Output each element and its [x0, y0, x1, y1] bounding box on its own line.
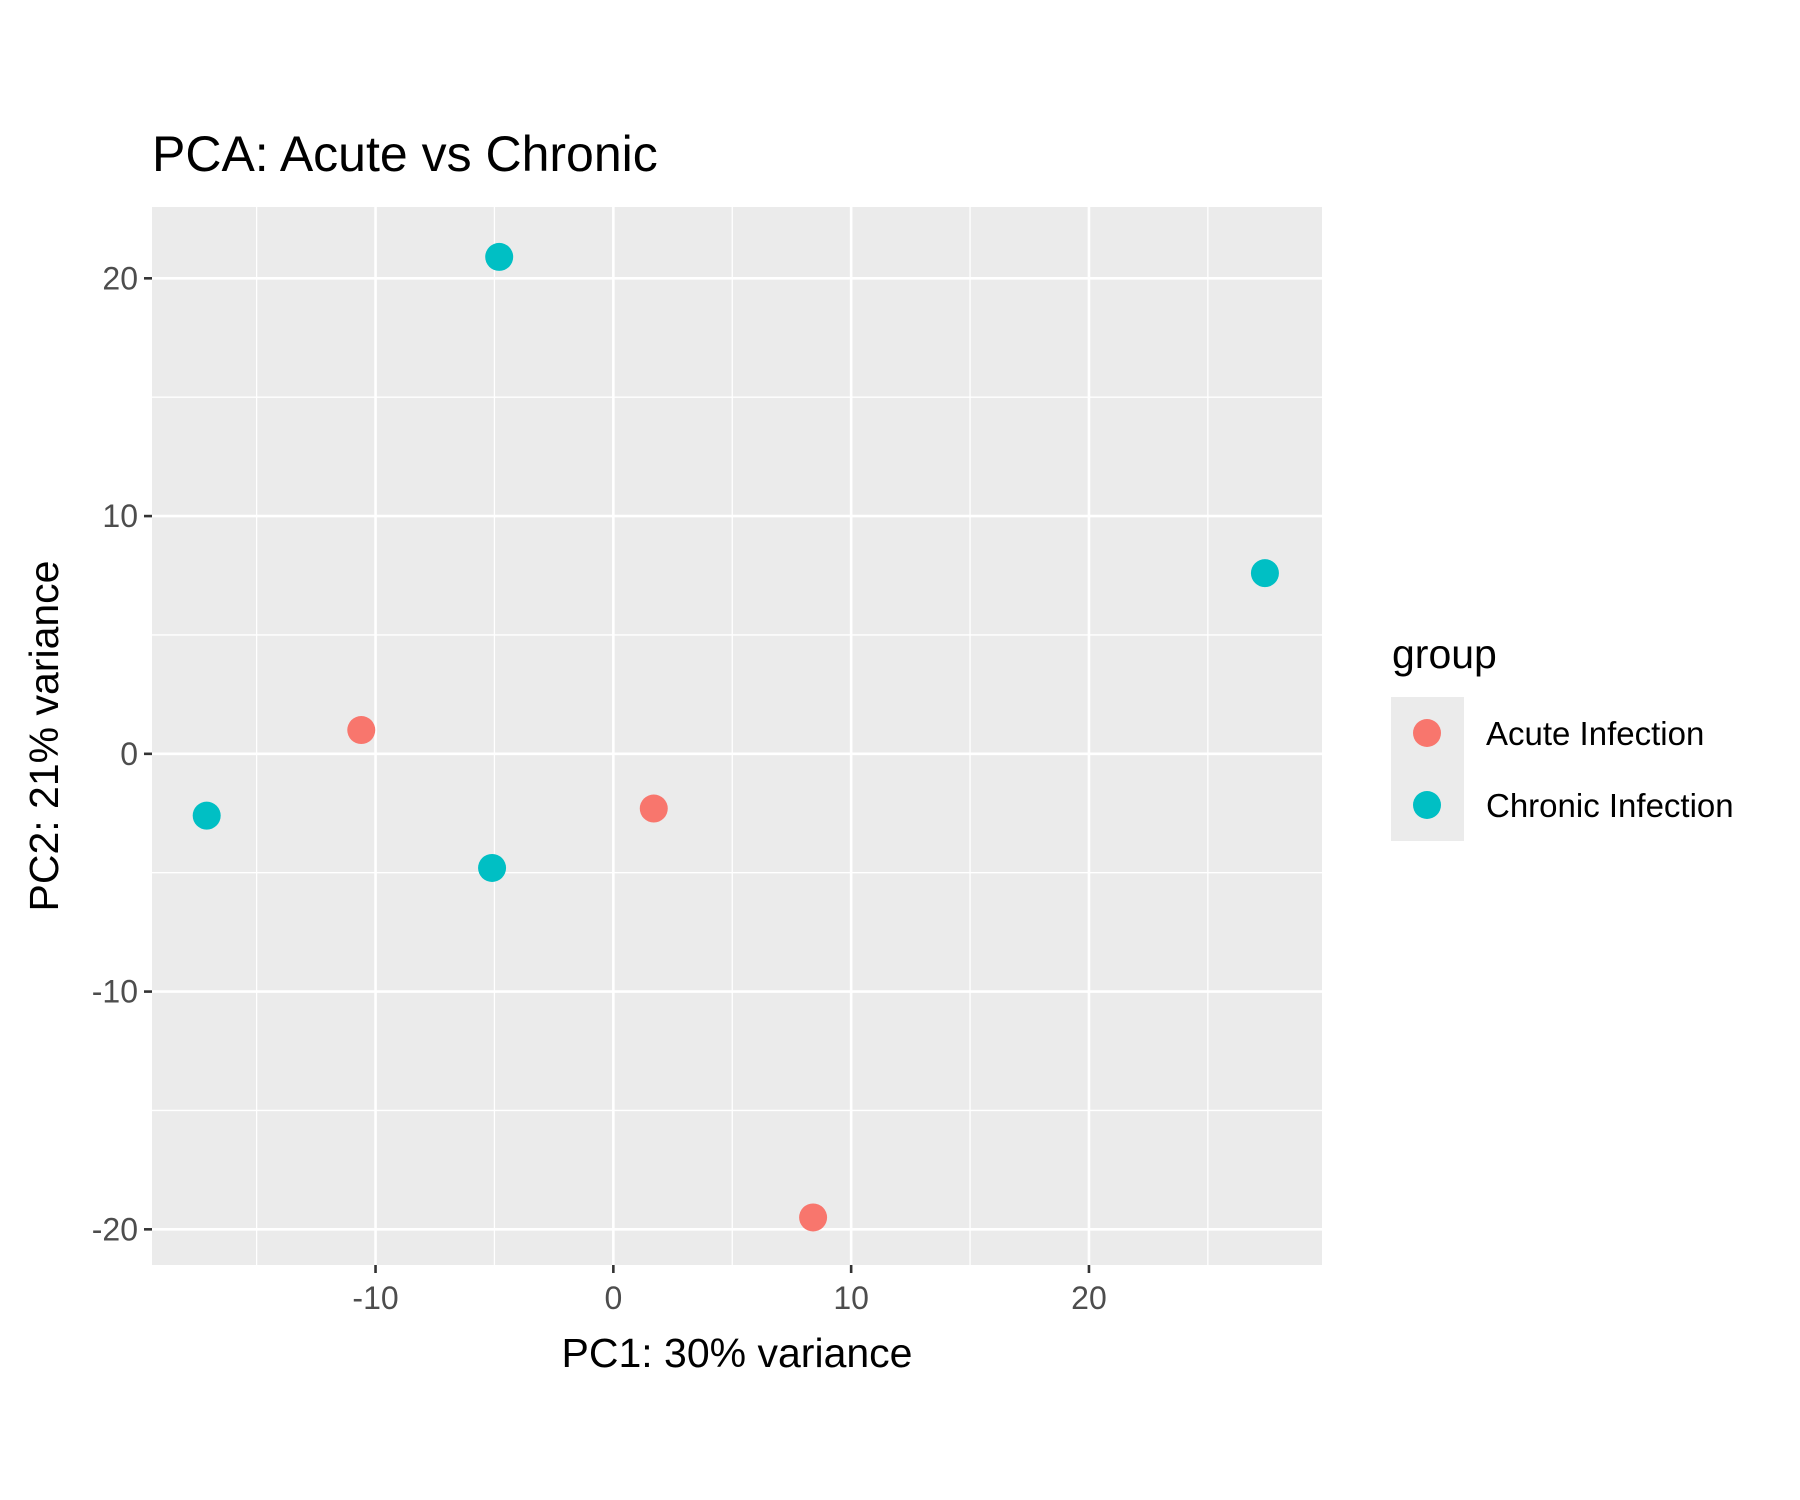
- x-axis-ticks: -10 0 10 20: [352, 1265, 1107, 1316]
- major-gridlines: [152, 207, 1322, 1265]
- legend-key-chronic-infection: [1413, 791, 1441, 819]
- y-axis-title: PC2: 21% variance: [21, 561, 67, 912]
- y-axis-ticks: -20 -10 0 10 20: [92, 260, 152, 1247]
- point-chronic-infection: [485, 242, 514, 271]
- point-chronic-infection: [192, 801, 221, 830]
- point-acute-infection: [639, 794, 668, 823]
- point-chronic-infection: [478, 853, 507, 882]
- minor-gridlines: [152, 207, 1322, 1265]
- y-tick-label: -10: [92, 974, 138, 1010]
- data-points: [192, 242, 1279, 1232]
- point-acute-infection: [347, 716, 376, 745]
- chart-title: PCA: Acute vs Chronic: [152, 126, 658, 182]
- legend-title: group: [1392, 631, 1497, 677]
- x-tick-label: 20: [1071, 1280, 1107, 1316]
- y-tick-label: 0: [120, 736, 138, 772]
- legend-entries: Acute Infection Chronic Infection: [1413, 715, 1734, 824]
- y-tick-label: 10: [102, 498, 138, 534]
- legend: group Acute Infection Chronic Infection: [1391, 631, 1734, 841]
- x-axis-title: PC1: 30% variance: [562, 1330, 913, 1376]
- point-acute-infection: [799, 1203, 828, 1232]
- plot-panel: [152, 207, 1322, 1265]
- legend-label: Chronic Infection: [1486, 787, 1734, 824]
- point-chronic-infection: [1250, 559, 1279, 588]
- legend-key-acute-infection: [1413, 719, 1441, 747]
- x-tick-label: 0: [604, 1280, 622, 1316]
- legend-label: Acute Infection: [1486, 715, 1704, 752]
- y-tick-label: 20: [102, 260, 138, 296]
- x-tick-label: -10: [352, 1280, 398, 1316]
- legend-key-background: [1391, 697, 1464, 841]
- y-tick-label: -20: [92, 1211, 138, 1247]
- x-tick-label: 10: [833, 1280, 869, 1316]
